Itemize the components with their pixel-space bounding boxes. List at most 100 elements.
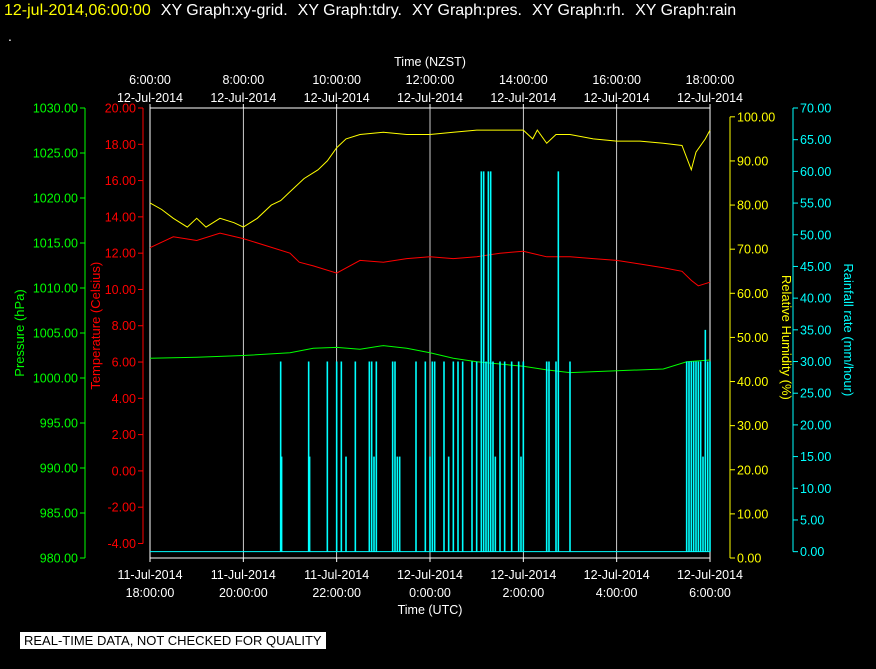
rainfall-tick-label: 10.00 [800,482,831,496]
temperature-axis-title: Temperature (Celsius) [88,262,103,390]
x-bottom-tick-label: 12-Jul-2014 [584,568,650,582]
x-top-axis-title: Time (NZST) [394,55,466,69]
pressure-tick-label: 1010.00 [33,282,78,296]
temperature-tick-label: 16.00 [105,174,136,188]
x-bottom-tick-label: 12-Jul-2014 [397,568,463,582]
temperature-tick-label: 18.00 [105,138,136,152]
x-top-tick-label: 14:00:00 [499,73,548,87]
pressure-tick-label: 985.00 [40,507,78,521]
x-bottom-axis-title: Time (UTC) [398,603,463,617]
header-graph-label: XY Graph:rh. [531,2,626,19]
rainfall-tick-label: 65.00 [800,133,831,147]
rainfall-tick-label: 25.00 [800,387,831,401]
x-bottom-tick-label: 12-Jul-2014 [677,568,743,582]
pressure-tick-label: 995.00 [40,417,78,431]
x-bottom-tick-label: 12-Jul-2014 [490,568,556,582]
humidity-tick-label: 30.00 [737,419,768,433]
humidity-tick-label: 10.00 [737,507,768,521]
header-graph-label: XY Graph:xy-grid. [160,2,288,19]
x-top-tick-label: 16:00:00 [592,73,641,87]
header-graph-label: XY Graph:pres. [412,2,522,19]
humidity-tick-label: 20.00 [737,463,768,477]
pressure-tick-label: 990.00 [40,462,78,476]
x-bottom-tick-label: 22:00:00 [312,586,361,600]
humidity-tick-label: 60.00 [737,287,768,301]
x-bottom-tick-label: 20:00:00 [219,586,268,600]
rainfall-tick-label: 5.00 [800,513,824,527]
rainfall-tick-label: 55.00 [800,197,831,211]
temperature-tick-label: 4.00 [112,392,136,406]
pressure-tick-label: 980.00 [40,552,78,566]
x-top-tick-label: 18:00:00 [686,73,735,87]
x-bottom-tick-label: 18:00:00 [126,586,175,600]
header-marker: . [8,28,12,44]
humidity-tick-label: 80.00 [737,199,768,213]
humidity-tick-label: 0.00 [737,552,761,566]
rainfall-tick-label: 35.00 [800,323,831,337]
temperature-tick-label: 8.00 [112,319,136,333]
series-layer [149,129,711,553]
x-bottom-tick-label: 11-Jul-2014 [117,568,182,582]
rainfall-tick-label: 40.00 [800,292,831,306]
x-bottom-tick-label: 0:00:00 [409,586,451,600]
header-graph-label: XY Graph:rain [635,2,737,19]
rainfall-tick-label: 45.00 [800,260,831,274]
x-top-tick-label: 12-Jul-2014 [490,91,556,105]
header: 12-jul-2014,06:00:00 XY Graph:xy-grid. XY … [4,2,736,20]
x-top-tick-label: 12-Jul-2014 [117,91,183,105]
humidity-tick-label: 40.00 [737,375,768,389]
temperature-tick-label: 20.00 [105,102,136,116]
temperature-tick-label: 10.00 [105,283,136,297]
x-top-tick-label: 12-Jul-2014 [397,91,463,105]
temperature-tick-label: 2.00 [112,428,136,442]
pressure-tick-label: 1005.00 [33,327,78,341]
x-bottom-tick-label: 11-Jul-2014 [304,568,369,582]
x-bottom-tick-label: 2:00:00 [502,586,544,600]
temperature-tick-label: -2.00 [108,501,137,515]
temperature-tick-label: 12.00 [105,247,136,261]
quality-disclaimer: REAL-TIME DATA, NOT CHECKED FOR QUALITY [20,632,326,649]
humidity-axis-title: Relative Humidity (%) [779,275,794,400]
humidity-tick-label: 70.00 [737,243,768,257]
temperature-tick-label: 6.00 [112,356,136,370]
rainfall-tick-label: 20.00 [800,418,831,432]
rainfall-tick-label: 30.00 [800,355,831,369]
x-top-tick-label: 12-Jul-2014 [677,91,743,105]
humidity-line [149,129,711,228]
x-top-tick-label: 12-Jul-2014 [304,91,370,105]
x-top-tick-label: 10:00:00 [312,73,361,87]
x-bottom-tick-label: 11-Jul-2014 [211,568,276,582]
axes-layer [80,104,798,562]
x-top-tick-label: 12-Jul-2014 [584,91,650,105]
x-top-tick-label: 6:00:00 [129,73,171,87]
label-layer: 6:00:00 12-Jul-2014 8:00:00 12-Jul-2014 10:0… [12,55,856,617]
x-bottom-tick-label: 4:00:00 [596,586,638,600]
pressure-tick-label: 1000.00 [33,372,78,386]
rainfall-axis-title: Rainfall rate (mm/hour) [841,263,856,396]
rainfall-tick-label: 70.00 [800,102,831,116]
humidity-tick-label: 100.00 [737,110,775,124]
pressure-line [149,345,711,374]
pressure-tick-label: 1030.00 [33,102,78,116]
x-top-tick-label: 12-Jul-2014 [210,91,276,105]
humidity-tick-label: 50.00 [737,331,768,345]
temperature-tick-label: 14.00 [105,210,136,224]
x-top-tick-label: 12:00:00 [406,73,455,87]
x-top-tick-label: 8:00:00 [222,73,264,87]
temperature-line [149,232,711,287]
rainfall-tick-label: 50.00 [800,228,831,242]
header-graph-label: XY Graph:tdry. [297,2,402,19]
rainfall-tick-label: 15.00 [800,450,831,464]
pressure-tick-label: 1025.00 [33,147,78,161]
temperature-tick-label: 0.00 [112,464,136,478]
pressure-tick-label: 1020.00 [33,192,78,206]
pressure-tick-label: 1015.00 [33,237,78,251]
rainfall-tick-label: 60.00 [800,165,831,179]
pressure-axis-title: Pressure (hPa) [12,289,27,376]
header-timestamp: 12-jul-2014,06:00:00 [4,2,151,19]
temperature-tick-label: -4.00 [108,537,137,551]
rainfall-tick-label: 0.00 [800,545,824,559]
x-bottom-tick-label: 6:00:00 [689,586,731,600]
humidity-tick-label: 90.00 [737,154,768,168]
